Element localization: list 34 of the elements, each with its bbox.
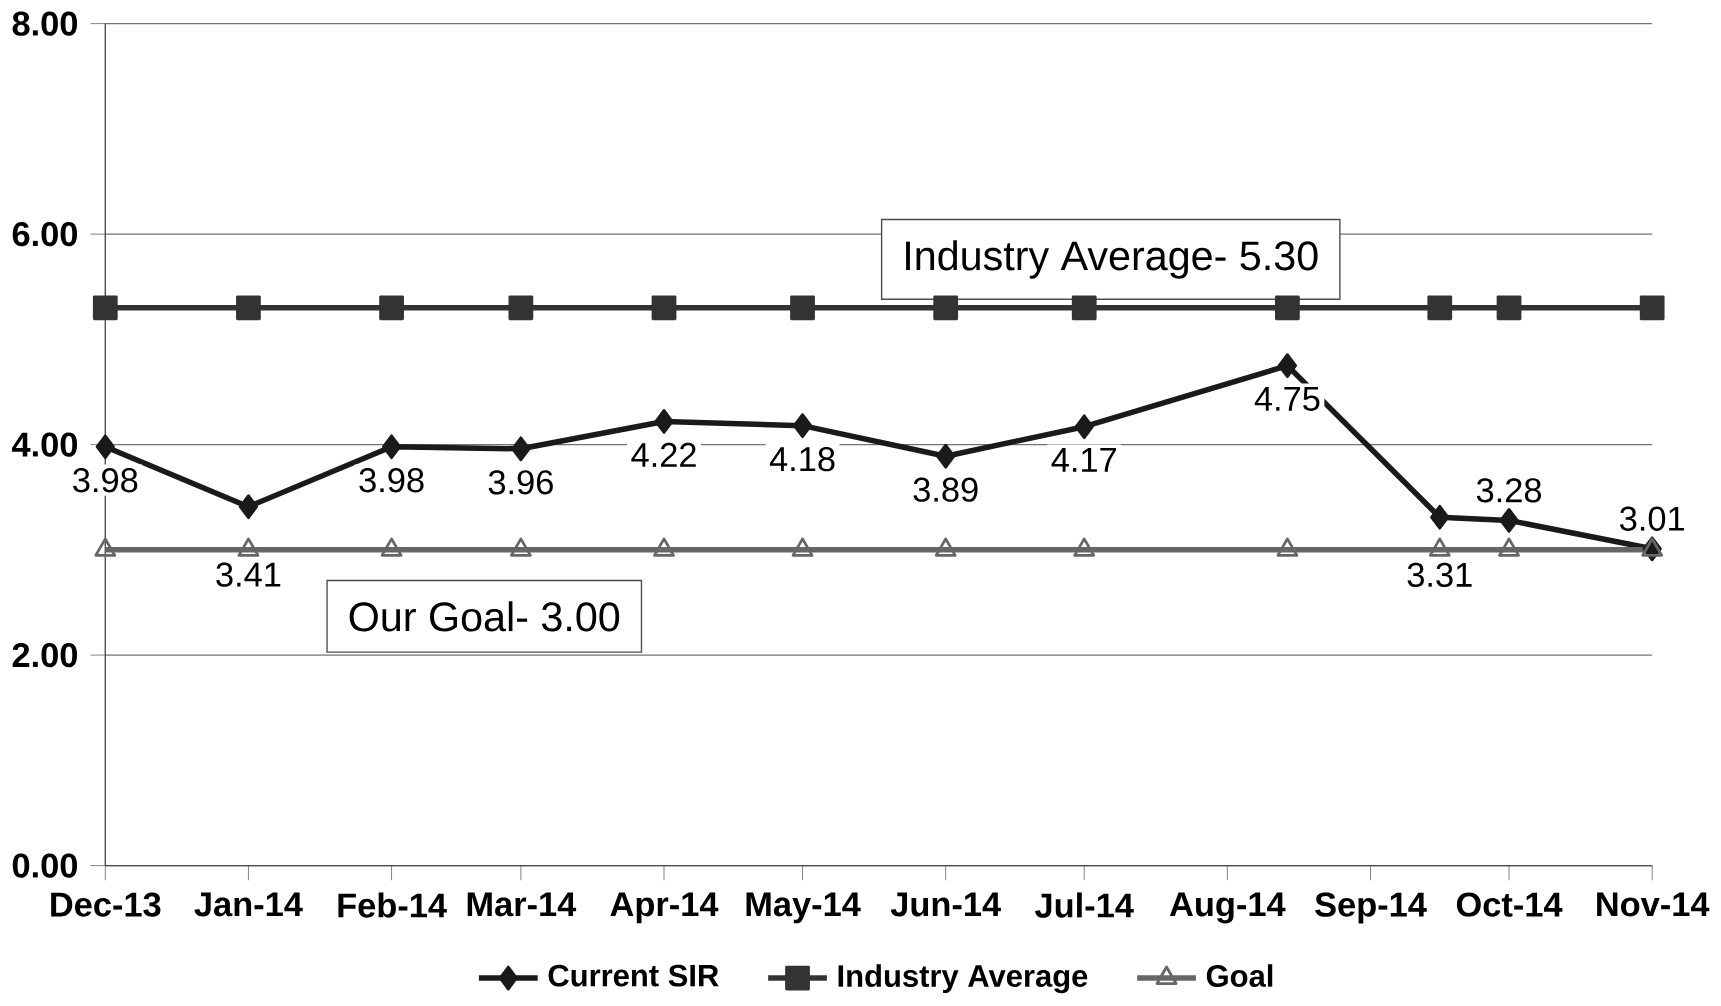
x-tick-label: Sep-14 xyxy=(1315,892,1427,924)
data-label: 4.18 xyxy=(769,447,835,472)
data-label: 4.17 xyxy=(1051,448,1116,472)
data-label: 4.75 xyxy=(1254,387,1320,412)
data-label: 3.28 xyxy=(1476,478,1542,503)
data-label: 3.98 xyxy=(359,468,424,493)
x-tick-label: Feb-14 xyxy=(338,892,447,918)
x-tick-label: Aug-14 xyxy=(1169,892,1286,924)
y-tick-label: 4.00 xyxy=(12,432,78,457)
data-label: 3.89 xyxy=(913,477,978,503)
y-tick-label: 0.00 xyxy=(12,853,78,878)
data-label: 3.96 xyxy=(488,470,553,495)
y-tick-label: 8.00 xyxy=(12,11,78,36)
x-tick-label: May-14 xyxy=(746,892,861,924)
x-tick-label: Oct-14 xyxy=(1456,892,1563,917)
x-tick-label: Nov-14 xyxy=(1597,892,1710,917)
legend-label: Current SIR xyxy=(548,964,719,987)
x-tick-label: Apr-14 xyxy=(610,892,719,924)
x-tick-label: Jan-14 xyxy=(194,892,303,917)
x-tick-label: Mar-14 xyxy=(467,892,577,917)
data-label: 3.41 xyxy=(216,562,281,587)
y-tick-label: 6.00 xyxy=(12,222,78,247)
x-tick-label: Jul-14 xyxy=(1035,892,1134,918)
annotation: Our Goal- 3.00 xyxy=(349,601,620,632)
legend-label: Goal xyxy=(1206,964,1273,988)
legend-label: Industry Average xyxy=(838,964,1088,994)
data-label: 3.31 xyxy=(1407,562,1472,588)
annotation: Industry Average- 5.30 xyxy=(906,240,1318,279)
data-label: 3.01 xyxy=(1619,506,1684,532)
data-label: 3.98 xyxy=(73,468,138,493)
x-tick-label: Dec-13 xyxy=(51,892,161,918)
x-tick-label: Jun-14 xyxy=(890,892,1001,917)
y-tick-label: 2.00 xyxy=(12,643,78,668)
data-label: 4.22 xyxy=(631,442,696,467)
